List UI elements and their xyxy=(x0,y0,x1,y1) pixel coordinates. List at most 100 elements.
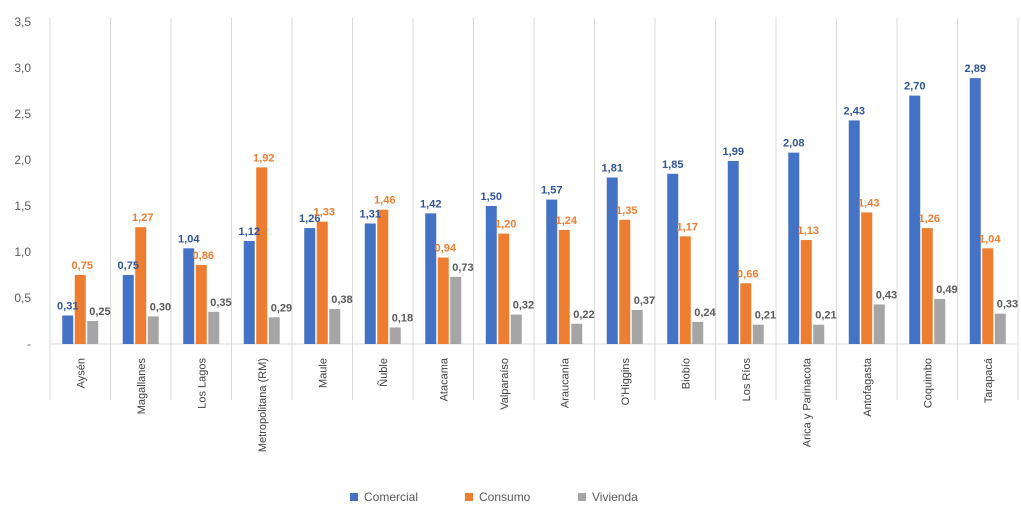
bar-vivienda xyxy=(87,321,99,344)
data-label-consumo: 0,86 xyxy=(193,250,214,262)
bar-comercial xyxy=(606,177,618,344)
bar-comercial xyxy=(727,160,739,344)
bar-consumo xyxy=(74,275,86,344)
bar-comercial xyxy=(485,206,497,344)
bar-consumo xyxy=(498,233,510,344)
y-tick-label: 0,5 xyxy=(14,291,31,305)
data-label-comercial: 1,04 xyxy=(178,233,200,245)
bar-vivienda xyxy=(934,298,946,344)
data-label-comercial: 1,31 xyxy=(360,208,381,220)
bar-consumo xyxy=(256,167,268,344)
bar-consumo xyxy=(316,221,328,344)
data-label-consumo: 1,20 xyxy=(495,219,516,231)
bar-vivienda xyxy=(631,309,643,344)
data-label-comercial: 2,89 xyxy=(965,63,986,75)
data-label-comercial: 1,99 xyxy=(723,146,744,158)
y-tick-label: 2,0 xyxy=(14,153,31,167)
data-label-consumo: 1,92 xyxy=(253,152,274,164)
legend-label-comercial: Comercial xyxy=(364,490,418,504)
bar-comercial xyxy=(304,228,316,344)
data-label-comercial: 1,26 xyxy=(299,213,320,225)
x-category-label: Biobío xyxy=(680,358,692,389)
data-label-vivienda: 0,21 xyxy=(755,310,776,322)
y-tick-label: 2,5 xyxy=(14,107,31,121)
x-category-label: Arica y Parinacota xyxy=(801,357,813,447)
y-tick-label: 3,5 xyxy=(14,15,31,29)
bar-comercial xyxy=(667,173,679,344)
bar-consumo xyxy=(135,227,147,344)
x-category-label: Atacama xyxy=(438,357,450,401)
data-label-vivienda: 0,49 xyxy=(936,284,957,296)
data-label-comercial: 1,12 xyxy=(239,226,260,238)
bar-comercial xyxy=(425,213,437,344)
x-category-label: Araucanía xyxy=(559,357,571,408)
legend-swatch-comercial xyxy=(350,493,358,501)
bar-vivienda xyxy=(389,327,401,344)
y-tick-label: 3,0 xyxy=(14,61,31,75)
data-label-comercial: 1,81 xyxy=(602,162,623,174)
x-category-label: Ñuble xyxy=(377,358,390,387)
data-label-consumo: 1,13 xyxy=(798,225,819,237)
data-label-consumo: 1,46 xyxy=(374,195,395,207)
y-axis: - 0,5 1,0 1,5 2,0 2,5 3,0 3,5 xyxy=(14,15,31,351)
x-category-label: Metropolitana (RM) xyxy=(257,358,269,452)
x-category-label: Coquimbo xyxy=(922,358,934,408)
data-label-vivienda: 0,24 xyxy=(694,307,716,319)
data-label-consumo: 0,66 xyxy=(737,268,758,280)
bar-consumo xyxy=(800,240,812,344)
bar-consumo xyxy=(982,248,994,344)
data-label-consumo: 1,43 xyxy=(858,197,879,209)
data-label-comercial: 1,85 xyxy=(662,159,683,171)
data-label-comercial: 0,75 xyxy=(118,260,139,272)
bar-consumo xyxy=(921,228,933,344)
bar-vivienda xyxy=(208,311,220,344)
bar-vivienda xyxy=(510,314,522,344)
data-label-comercial: 1,50 xyxy=(481,191,502,203)
x-category-label: Valparaíso xyxy=(499,358,511,410)
bar-vivienda xyxy=(147,316,159,344)
data-label-consumo: 0,94 xyxy=(435,243,457,255)
bar-comercial xyxy=(969,78,981,345)
data-label-vivienda: 0,73 xyxy=(452,262,473,274)
bar-comercial xyxy=(183,248,195,344)
bar-comercial xyxy=(546,199,558,344)
bar-vivienda xyxy=(994,313,1006,344)
bar-comercial xyxy=(909,95,921,344)
x-axis: Aysén Magallanes Los Lagos Metropolitana (R… xyxy=(75,357,995,452)
data-label-vivienda: 0,21 xyxy=(815,310,836,322)
data-label-comercial: 1,57 xyxy=(541,185,562,197)
x-category-label: O'Higgins xyxy=(620,358,632,406)
bar-vivienda xyxy=(692,321,704,344)
data-label-vivienda: 0,35 xyxy=(210,297,231,309)
legend: Comercial Consumo Vivienda xyxy=(350,490,638,504)
bar-vivienda xyxy=(571,323,583,344)
data-label-comercial: 0,31 xyxy=(57,300,78,312)
data-label-vivienda: 0,37 xyxy=(634,295,655,307)
data-labels: 0,31 0,75 0,25 0,75 1,27 0,30 1,04 0,86 0,35 1,12… xyxy=(57,63,1018,324)
legend-label-vivienda: Vivienda xyxy=(592,490,638,504)
x-category-label: Aysén xyxy=(75,358,87,388)
x-category-label: Magallanes xyxy=(136,358,148,415)
data-label-consumo: 1,24 xyxy=(556,215,578,227)
bar-consumo xyxy=(619,219,631,344)
bar-vivienda xyxy=(268,317,280,344)
bar-vivienda xyxy=(813,324,825,344)
data-label-consumo: 1,35 xyxy=(616,205,637,217)
bar-vivienda xyxy=(873,304,885,344)
legend-swatch-consumo xyxy=(465,493,473,501)
x-category-label: Los Lagos xyxy=(196,358,208,409)
y-tick-label: 1,0 xyxy=(14,245,31,259)
grid-lines xyxy=(49,18,1019,400)
data-label-comercial: 2,08 xyxy=(783,138,804,150)
bar-consumo xyxy=(437,257,449,344)
bar-vivienda xyxy=(450,276,462,344)
x-category-label: Maule xyxy=(317,358,329,388)
x-category-label: Los Ríos xyxy=(741,358,753,402)
data-label-vivienda: 0,33 xyxy=(997,299,1018,311)
data-label-vivienda: 0,29 xyxy=(271,302,292,314)
data-label-vivienda: 0,18 xyxy=(392,312,413,324)
data-label-consumo: 0,75 xyxy=(72,260,93,272)
bar-consumo xyxy=(377,209,389,344)
data-label-vivienda: 0,30 xyxy=(150,301,171,313)
